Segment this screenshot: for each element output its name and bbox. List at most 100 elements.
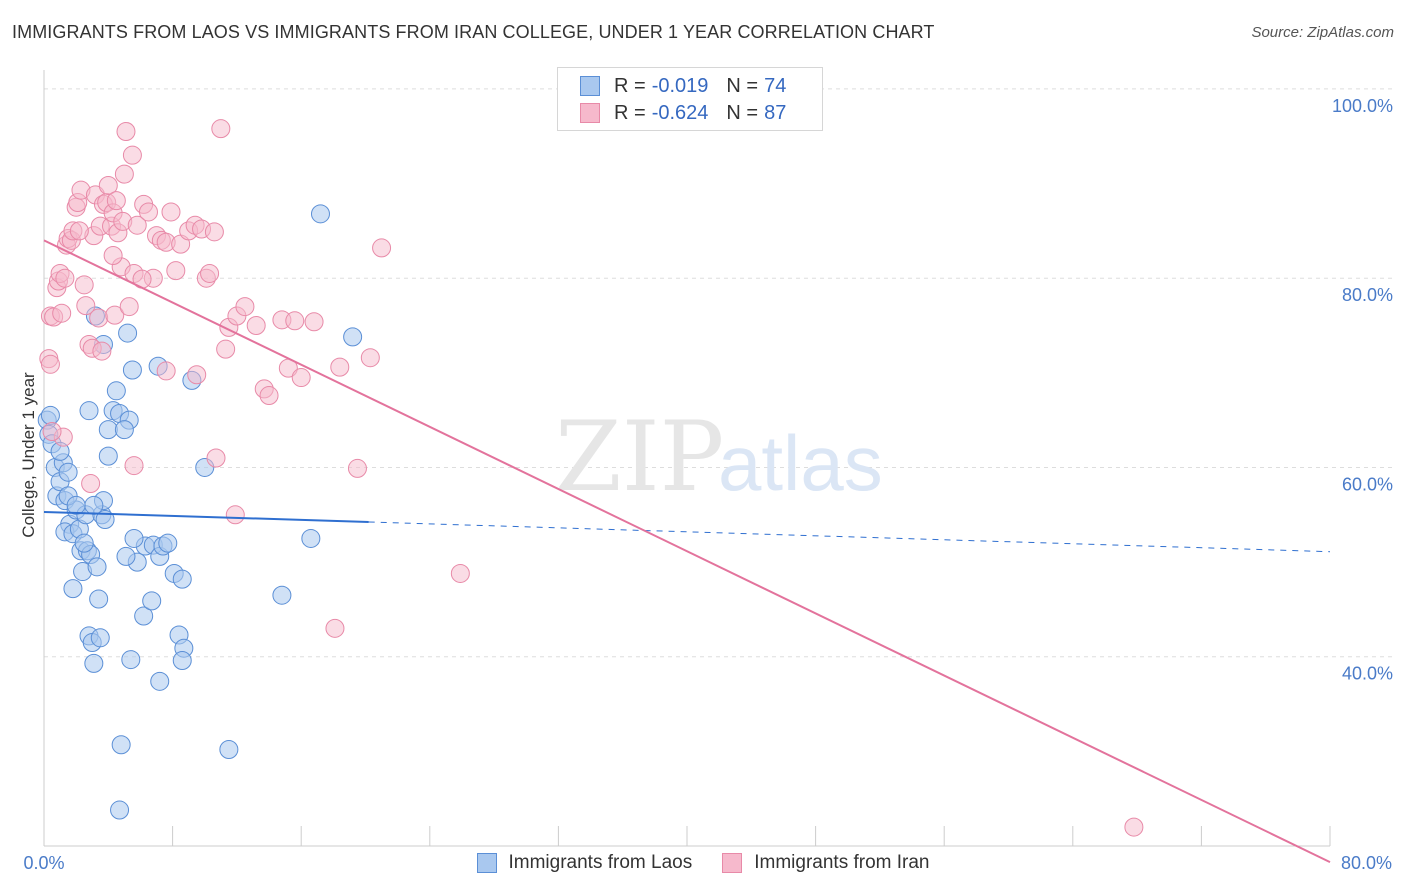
legend-r-label: R =: [614, 101, 646, 124]
point-iran: [330, 357, 350, 377]
point-iran: [347, 458, 367, 478]
point-iran: [225, 505, 245, 525]
point-laos: [150, 671, 170, 691]
point-laos: [111, 735, 131, 755]
point-iran: [74, 275, 94, 295]
point-laos: [98, 446, 118, 466]
grid-lines: [44, 88, 1392, 658]
point-iran: [122, 145, 142, 165]
point-laos: [310, 204, 330, 224]
point-iran: [216, 339, 236, 359]
point-iran: [116, 122, 136, 142]
point-iran: [92, 341, 112, 361]
legend-n-value-iran: 87: [764, 101, 787, 124]
legend-label-laos: Immigrants from Laos: [508, 852, 693, 873]
point-iran: [161, 202, 181, 222]
legend-n-label: N =: [726, 74, 759, 97]
point-iran: [206, 448, 226, 468]
point-laos: [219, 739, 239, 759]
point-laos: [106, 381, 126, 401]
legend-r-value-laos: -0.019: [651, 74, 709, 97]
point-laos: [114, 420, 134, 440]
point-iran: [360, 348, 380, 368]
legend-row-laos: R = -0.019 N = 74: [580, 74, 786, 98]
point-iran: [103, 245, 123, 265]
point-laos: [63, 579, 83, 599]
point-laos: [118, 323, 138, 343]
trend-line-laos: [43, 510, 369, 523]
point-laos: [142, 591, 162, 611]
legend-n-value-laos: 74: [764, 74, 787, 97]
legend-item-laos[interactable]: Immigrants from Laos: [476, 852, 693, 874]
point-laos: [124, 528, 144, 548]
point-laos: [134, 606, 154, 626]
legend-label-iran: Immigrants from Iran: [754, 852, 930, 873]
point-iran: [42, 422, 62, 442]
trend-line-laos-extension: [368, 521, 1331, 553]
point-iran: [69, 221, 89, 241]
watermark-atlas: atlas: [718, 419, 883, 507]
x-tick-label: 0.0%: [23, 853, 64, 873]
point-laos: [121, 650, 141, 670]
point-laos: [95, 510, 115, 530]
point-iran: [127, 215, 147, 235]
watermark-zip: ZIP: [555, 401, 724, 513]
chart-title: IMMIGRANTS FROM LAOS VS IMMIGRANTS FROM …: [12, 22, 935, 42]
point-iran: [325, 618, 345, 638]
point-laos: [87, 557, 107, 577]
y-tick-label: 40.0%: [1342, 664, 1393, 684]
tick-labels: 40.0% 60.0% 80.0% 100.0% 0.0% 80.0%: [23, 96, 1393, 873]
stats-legend: R = -0.019 N = 74 R = -0.624 N = 87: [557, 67, 823, 131]
point-iran: [291, 368, 311, 388]
point-iran: [138, 202, 158, 222]
series-laos-points: [37, 204, 363, 820]
point-iran: [114, 164, 134, 184]
point-iran: [450, 563, 470, 583]
point-iran: [89, 308, 109, 328]
point-iran: [372, 238, 392, 258]
point-laos: [90, 628, 110, 648]
point-iran: [52, 303, 72, 323]
point-laos: [343, 327, 363, 347]
point-laos: [116, 546, 136, 566]
y-tick-label: 80.0%: [1342, 285, 1393, 305]
point-iran: [166, 261, 186, 281]
legend-swatch-laos: [476, 853, 497, 873]
point-laos: [110, 800, 130, 820]
point-iran: [119, 297, 139, 317]
trend-line-iran: [43, 239, 1331, 863]
point-iran: [1124, 817, 1144, 837]
series-legend: Immigrants from Laos Immigrants from Ira…: [0, 852, 1406, 874]
point-laos: [122, 360, 142, 380]
point-iran: [98, 175, 118, 195]
point-laos: [74, 533, 94, 553]
point-laos: [66, 495, 86, 515]
x-tick-label: 80.0%: [1341, 853, 1392, 873]
source-label: Source: ZipAtlas.com: [1251, 24, 1394, 41]
point-iran: [124, 456, 144, 476]
series-iran-points: [39, 119, 1144, 837]
point-iran: [204, 222, 224, 242]
point-iran: [106, 191, 126, 211]
legend-swatch-iran: [722, 853, 743, 873]
legend-swatch-laos: [580, 76, 600, 96]
point-laos: [98, 420, 118, 440]
point-laos: [79, 401, 99, 421]
point-laos: [172, 651, 192, 671]
point-iran: [105, 305, 125, 325]
legend-item-iran[interactable]: Immigrants from Iran: [722, 852, 930, 874]
point-iran: [55, 268, 75, 288]
trend-lines: [43, 239, 1331, 863]
legend-r-label: R =: [614, 74, 646, 97]
point-laos: [301, 528, 321, 548]
point-iran: [187, 365, 207, 385]
y-axis-label: College, Under 1 year: [19, 372, 38, 538]
point-iran: [81, 474, 101, 494]
point-laos: [158, 533, 178, 553]
legend-row-iran: R = -0.624 N = 87: [580, 101, 786, 125]
point-laos: [40, 405, 60, 425]
point-laos: [272, 585, 292, 605]
point-iran: [200, 263, 220, 283]
point-iran: [246, 316, 266, 336]
